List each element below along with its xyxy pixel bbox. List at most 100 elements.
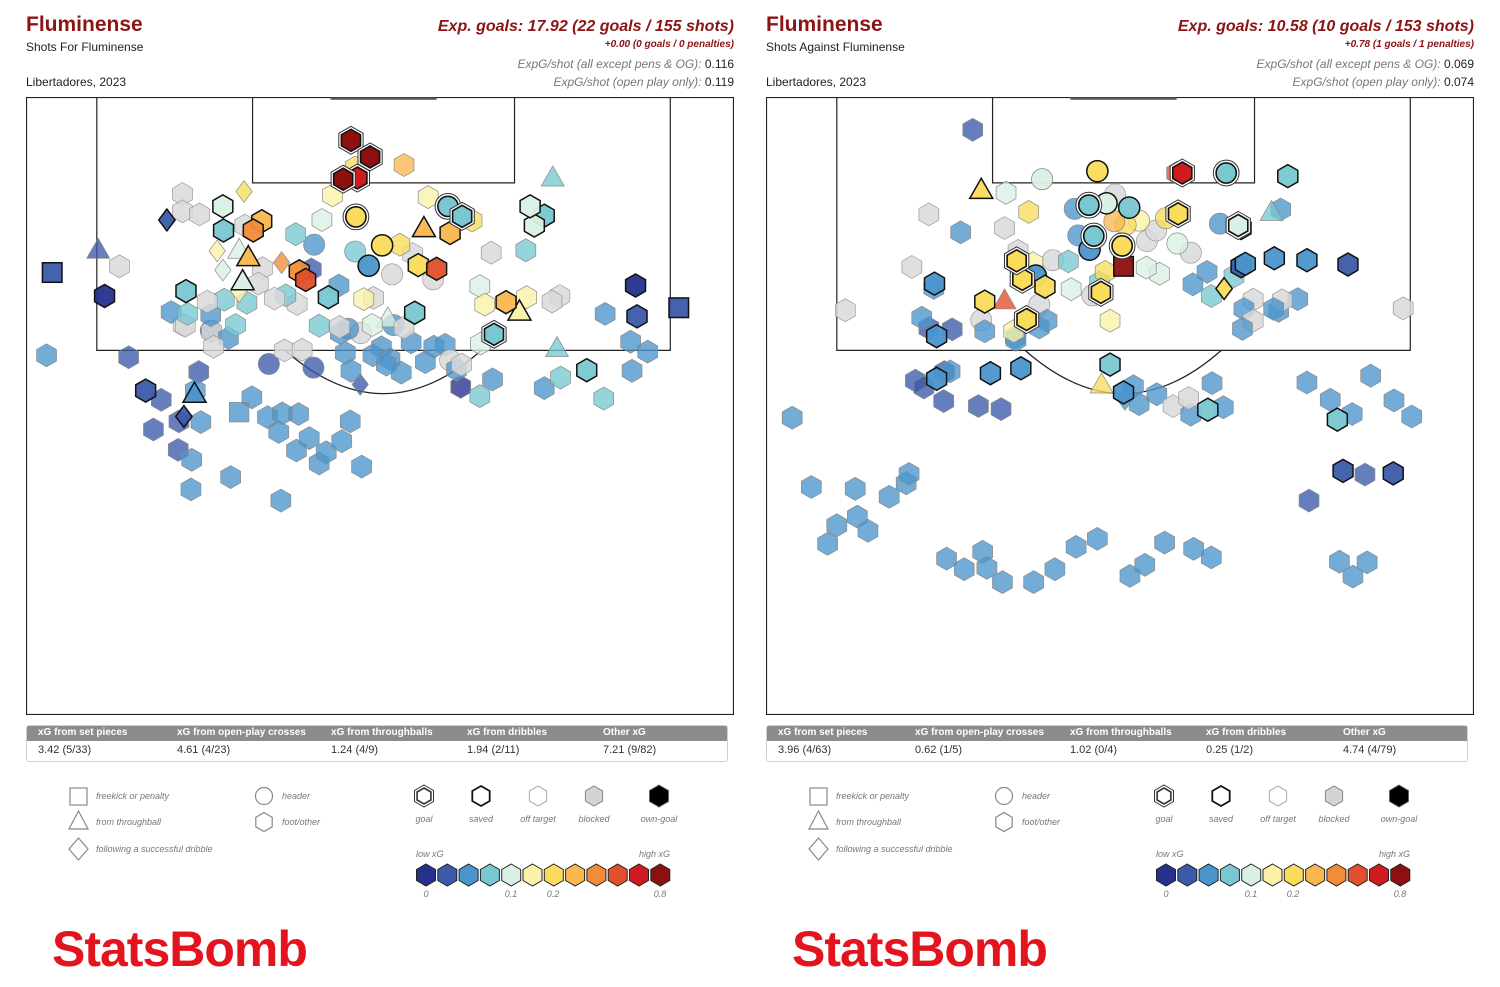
shot-marker: [225, 313, 246, 337]
shot-marker: [214, 258, 232, 282]
xg-scale-swatch: [1347, 863, 1368, 887]
panel-shots-for: Fluminense Shots For Fluminense Libertad…: [0, 0, 740, 987]
legend: freekick or penalty from throughball fol…: [808, 784, 1418, 899]
xg-breakdown-header: xG from set pieces xG from open-play cro…: [767, 726, 1467, 741]
legend-shape-square: freekick or penalty: [809, 787, 910, 806]
legend-label: off target: [1260, 814, 1296, 824]
shot-marker: [1113, 255, 1135, 277]
shot-marker: [817, 531, 838, 556]
shot-marker: [1166, 232, 1189, 255]
shot-marker: [109, 254, 130, 279]
xg-scale-swatch: [607, 863, 628, 887]
stat-label: ExpG/shot (all except pens & OG):: [1256, 57, 1441, 71]
shot-marker: [1031, 168, 1054, 191]
shot-marker: [370, 233, 394, 257]
shot-marker: [203, 334, 224, 359]
shot-marker: [918, 202, 940, 227]
shot-marker: [925, 366, 948, 392]
shot-marker: [1298, 488, 1320, 513]
xg-breakdown-label: xG from open-play crosses: [177, 727, 306, 738]
six-yard-box: [251, 97, 516, 184]
legend-outcome-own-goal: own-goal: [641, 784, 678, 824]
shot-marker: [936, 546, 957, 571]
shot-marker: [1197, 397, 1219, 423]
shot-marker: [1135, 255, 1157, 280]
shot-marker: [340, 358, 362, 383]
legend-label: following a successful dribble: [836, 844, 953, 854]
legend-shape-hexagon: foot/other: [255, 811, 321, 833]
shot-marker: [118, 345, 139, 370]
shot-marker: [1058, 249, 1079, 274]
xg-scale-swatch: [629, 863, 649, 887]
shot-marker: [540, 165, 565, 187]
shot-marker: [1004, 246, 1030, 276]
shot-marker: [357, 142, 383, 172]
xg-scale-low-label: low xG: [1156, 849, 1184, 859]
shot-marker: [1088, 277, 1114, 307]
xg-scale-swatch: [586, 863, 607, 887]
shot-marker: [1392, 296, 1414, 321]
shot-marker: [974, 319, 996, 344]
xg-scale-swatch: [565, 863, 586, 887]
shot-marker: [1326, 407, 1349, 432]
xg-scale-swatch: [1198, 863, 1219, 887]
shot-marker: [1354, 462, 1376, 487]
legend-outcome-off-target: off target: [1260, 785, 1296, 824]
shot-marker: [270, 488, 292, 513]
shot-marker: [1263, 245, 1286, 271]
legend-shape-triangle: from throughball: [68, 809, 162, 830]
shot-marker: [968, 394, 989, 418]
legend-outcome-blocked: blocked: [578, 785, 611, 824]
xg-scale-high-label: high xG: [1379, 849, 1410, 859]
shot-marker: [351, 454, 372, 479]
xg-breakdown-header: xG from set pieces xG from open-play cro…: [27, 726, 727, 741]
shot-marker: [1075, 191, 1103, 219]
legend-label: header: [282, 791, 311, 801]
shot-marker: [1154, 530, 1175, 555]
pitch-outline: [26, 97, 734, 715]
shot-marker: [593, 386, 615, 411]
shot-marker: [1214, 276, 1234, 301]
xg-scale-swatch: [1390, 863, 1411, 887]
legend-shape-diamond: following a successful dribble: [68, 837, 213, 861]
xg-scale-swatch: [479, 863, 500, 887]
shot-marker: [1044, 557, 1066, 582]
shot-marker: [1277, 163, 1299, 189]
xg-breakdown-value: 7.21 (9/82): [603, 744, 657, 756]
shot-marker: [1296, 247, 1318, 273]
shot-marker: [626, 304, 648, 329]
shot-marker: [933, 389, 955, 414]
shot-marker: [208, 239, 226, 263]
shot-marker: [962, 117, 984, 142]
team-title: Fluminense: [766, 13, 883, 36]
shot-marker: [834, 298, 856, 323]
legend-shape-triangle: from throughball: [808, 809, 902, 830]
xg-breakdown-values: 3.96 (4/63) 0.62 (1/5) 1.02 (0/4) 0.25 (…: [767, 741, 1467, 761]
shot-marker: [523, 213, 546, 238]
xg-breakdown-label: xG from throughballs: [331, 727, 433, 738]
shot-marker: [331, 429, 353, 454]
shot-marker: [480, 240, 502, 265]
legend-label: from throughball: [836, 817, 902, 827]
shot-marker: [342, 203, 370, 231]
stat-value: 0.069: [1443, 57, 1474, 71]
shot-marker: [1013, 304, 1040, 335]
legend-label: saved: [1209, 814, 1234, 824]
legend-label: saved: [469, 814, 494, 824]
shot-marker: [1089, 372, 1114, 394]
shot-marker: [415, 350, 436, 375]
shot-marker: [93, 283, 116, 309]
xg-breakdown-label: xG from dribbles: [1206, 727, 1287, 738]
shot-marker: [968, 176, 995, 200]
shot-marker: [1117, 196, 1141, 219]
shot-marker: [264, 286, 285, 311]
shot-marker: [1401, 404, 1423, 429]
shot-marker: [311, 208, 333, 232]
legend-label: foot/other: [1022, 817, 1061, 827]
shot-marker: [291, 337, 313, 362]
xg-scale-swatch: [1326, 863, 1347, 887]
shot-marker: [338, 125, 364, 155]
shot-marker: [1356, 550, 1378, 575]
xg-scale-tick: 0: [423, 889, 428, 899]
legend-label: blocked: [578, 814, 610, 824]
